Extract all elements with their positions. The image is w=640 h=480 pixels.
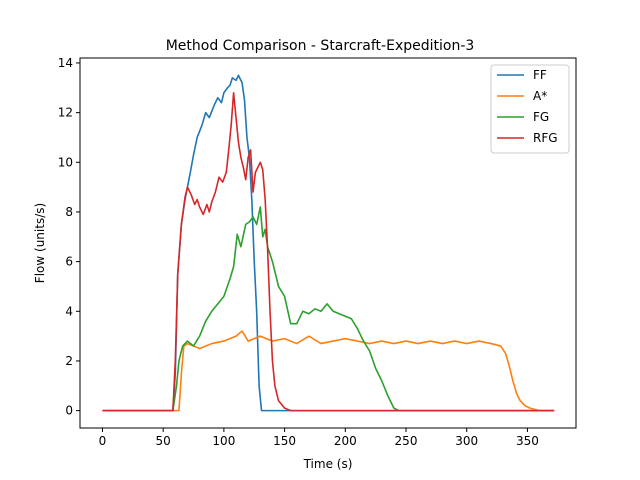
x-tick-label: 200 <box>334 434 357 448</box>
plot-lines <box>102 74 555 412</box>
x-tick-label: 0 <box>99 434 107 448</box>
y-tick-label: 4 <box>65 304 73 318</box>
x-tick-label: 300 <box>455 434 478 448</box>
y-axis-label: Flow (units/s) <box>33 203 47 283</box>
y-tick-label: 10 <box>58 155 73 169</box>
x-tick-label: 250 <box>395 434 418 448</box>
legend-box <box>490 64 570 154</box>
y-tick-label: 14 <box>58 56 73 70</box>
legend-label: RFG <box>533 131 558 145</box>
chart-title: Method Comparison - Starcraft-Expedition… <box>166 38 475 54</box>
y-tick-label: 6 <box>65 255 73 269</box>
x-tick-label: 150 <box>273 434 296 448</box>
y-axis: 0 2 4 6 8 10 12 14 <box>58 56 80 418</box>
x-tick-label: 350 <box>516 434 539 448</box>
y-tick-label: 8 <box>65 205 73 219</box>
plot-frame <box>79 57 577 429</box>
legend-label: A* <box>533 89 547 103</box>
series-line-rfg <box>102 91 555 412</box>
x-axis-label: Time (s) <box>303 457 353 471</box>
y-tick-label: 0 <box>65 404 73 418</box>
y-tick-label: 12 <box>58 106 73 120</box>
x-tick-label: 50 <box>156 434 171 448</box>
legend: FF A* FG RFG <box>490 64 570 154</box>
series-line-a- <box>102 330 555 412</box>
legend-label: FG <box>533 110 549 124</box>
legend-label: FF <box>533 68 547 82</box>
x-tick-label: 100 <box>212 434 235 448</box>
x-axis: 0 50 100 150 200 250 300 350 <box>99 428 539 448</box>
y-tick-label: 2 <box>65 354 73 368</box>
